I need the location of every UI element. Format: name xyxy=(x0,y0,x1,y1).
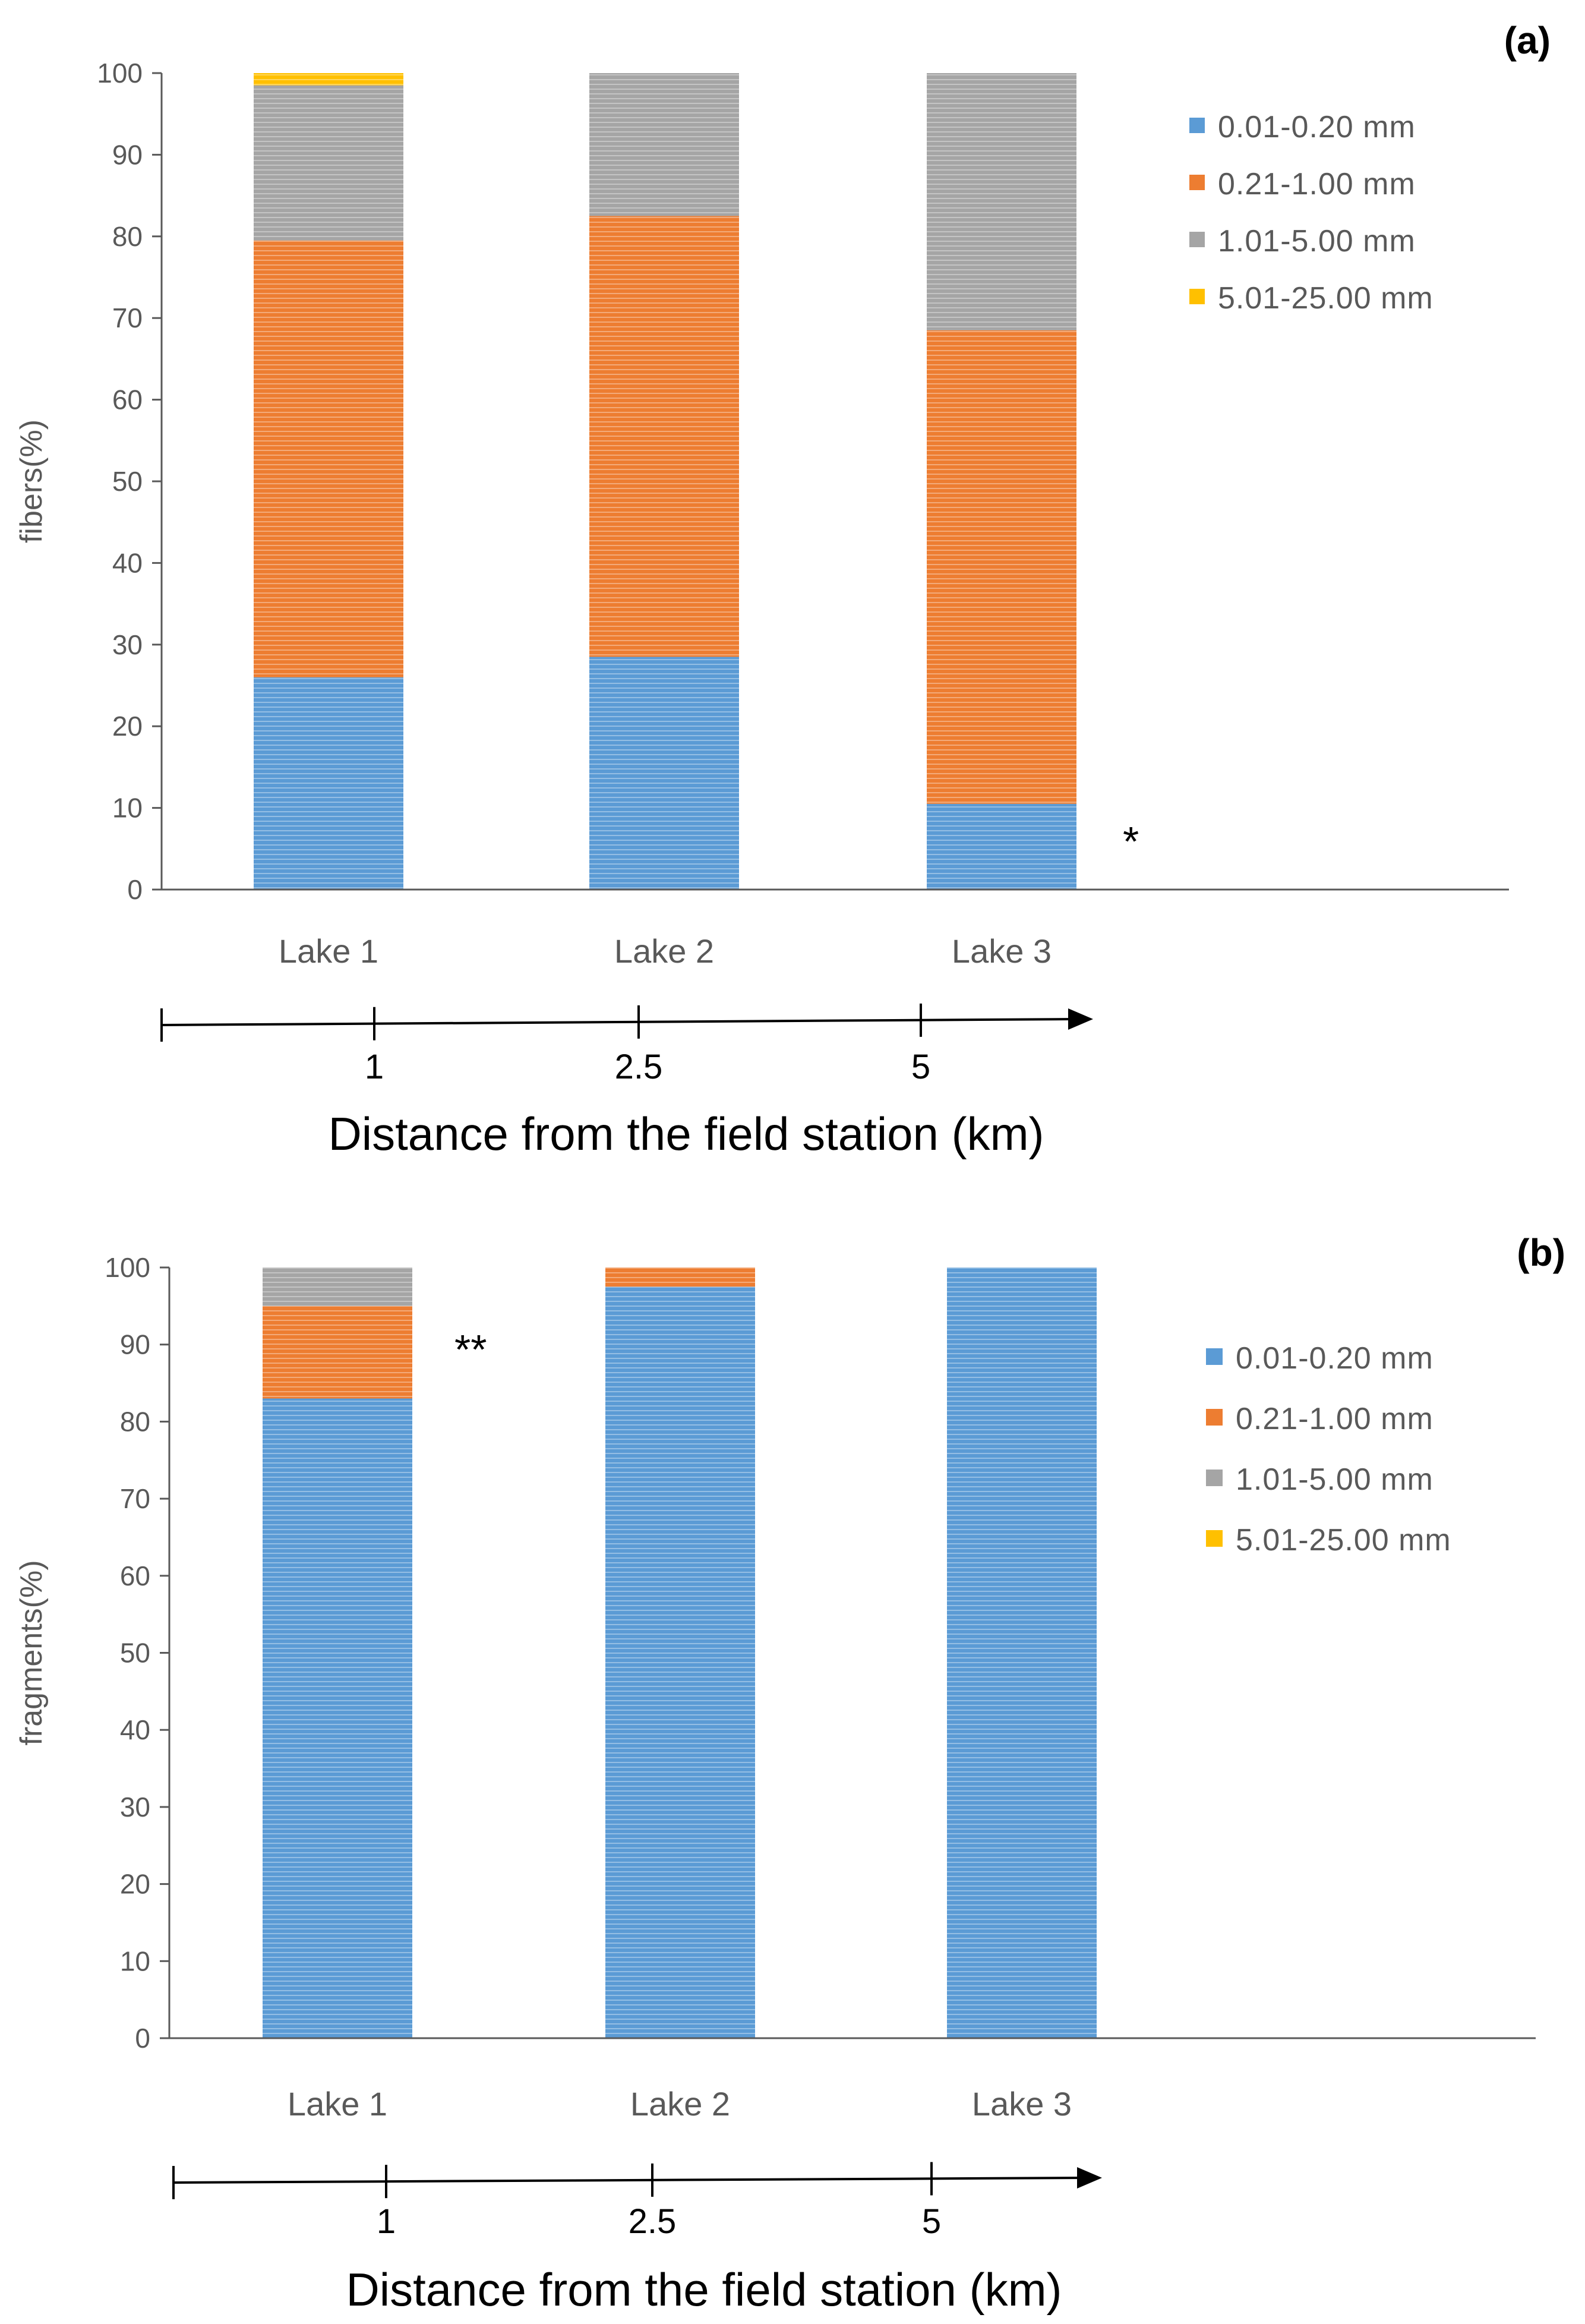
distance-tick-label: 2.5 xyxy=(615,1048,663,1086)
legend-swatch xyxy=(1206,1530,1223,1547)
legend-label: 1.01-5.00 mm xyxy=(1218,224,1416,258)
legend-label: 0.01-0.20 mm xyxy=(1236,1341,1434,1376)
y-tick-label: 40 xyxy=(112,547,143,578)
distance-axis-title: Distance from the field station (km) xyxy=(328,1108,1044,1160)
distance-tick-label: 1 xyxy=(377,2202,396,2241)
y-tick-label: 80 xyxy=(120,1406,150,1437)
legend-swatch xyxy=(1189,289,1205,304)
legend-label: 0.21-1.00 mm xyxy=(1218,167,1416,201)
legend-swatch xyxy=(1206,1348,1223,1365)
bar-segment-texture xyxy=(263,1306,412,1399)
legend-swatch xyxy=(1189,175,1205,190)
y-tick-label: 80 xyxy=(112,221,143,252)
y-tick-label: 90 xyxy=(112,139,143,170)
y-tick-label: 60 xyxy=(120,1560,150,1591)
bar-segment-texture xyxy=(605,1286,755,2038)
legend-label: 1.01-5.00 mm xyxy=(1236,1462,1434,1497)
x-category-label: Lake 3 xyxy=(972,2085,1072,2123)
significance-annotation: * xyxy=(1123,818,1139,865)
y-tick-label: 100 xyxy=(105,1252,150,1283)
chart-panel-b: 0 10 20 30 40 50 60 70 80 90 100 fragments(%) Lake 1… xyxy=(14,1231,1565,2316)
y-tick-label: 40 xyxy=(120,1714,150,1745)
y-tick-label: 50 xyxy=(112,466,143,497)
legend-swatch xyxy=(1206,1409,1223,1426)
y-axis-title: fibers(%) xyxy=(14,420,49,543)
y-tick-label: 0 xyxy=(127,874,143,905)
bar-segment-texture xyxy=(254,73,403,86)
arrow-head-icon xyxy=(1068,1008,1093,1030)
bar-segment-texture xyxy=(254,677,403,890)
bar-segment-texture xyxy=(589,73,739,216)
significance-annotation: ** xyxy=(454,1326,487,1373)
panel-label: (b) xyxy=(1517,1231,1565,1274)
bar-segment-texture xyxy=(589,657,739,890)
distance-tick-label: 2.5 xyxy=(629,2202,677,2241)
bar-segment-texture xyxy=(927,330,1076,804)
legend-swatch xyxy=(1206,1470,1223,1486)
x-category-label: Lake 3 xyxy=(952,932,1052,970)
legend-label: 0.01-0.20 mm xyxy=(1218,110,1416,144)
bar-segment-texture xyxy=(927,803,1076,890)
y-tick-label: 0 xyxy=(135,2023,150,2054)
bar-segment-texture xyxy=(254,85,403,241)
x-category-label: Lake 2 xyxy=(614,932,714,970)
bar-segment-texture xyxy=(254,240,403,677)
y-tick-label: 20 xyxy=(112,711,143,742)
bar-segment-texture xyxy=(263,1398,412,2038)
bar-segment-texture xyxy=(263,1267,412,1306)
legend-label: 5.01-25.00 mm xyxy=(1236,1523,1451,1557)
y-tick-label: 30 xyxy=(112,629,143,660)
panel-label: (a) xyxy=(1504,19,1551,62)
legend-swatch xyxy=(1189,232,1205,247)
legend-swatch xyxy=(1189,118,1205,133)
legend-label: 0.21-1.00 mm xyxy=(1236,1402,1434,1436)
bar-segment-texture xyxy=(589,216,739,657)
bar-segment-texture xyxy=(927,73,1076,330)
y-tick-label: 90 xyxy=(120,1329,150,1360)
distance-tick-label: 5 xyxy=(911,1048,930,1086)
x-category-label: Lake 1 xyxy=(279,932,378,970)
distance-tick-label: 1 xyxy=(365,1048,384,1086)
distance-axis-line xyxy=(173,2177,1085,2184)
y-tick-label: 10 xyxy=(112,793,143,824)
distance-axis-title: Distance from the field station (km) xyxy=(346,2263,1062,2316)
distance-axis-line xyxy=(161,1018,1076,1026)
legend-label: 5.01-25.00 mm xyxy=(1218,281,1434,316)
y-tick-label: 20 xyxy=(120,1869,150,1900)
x-category-label: Lake 1 xyxy=(288,2085,387,2123)
y-tick-label: 70 xyxy=(112,302,143,333)
y-tick-label: 30 xyxy=(120,1792,150,1822)
bar-segment-texture xyxy=(605,1267,755,1287)
distance-tick-label: 5 xyxy=(922,2202,941,2241)
bar-segment-texture xyxy=(947,1267,1097,2038)
x-category-label: Lake 2 xyxy=(630,2085,730,2123)
y-tick-label: 60 xyxy=(112,384,143,415)
y-tick-label: 50 xyxy=(120,1638,150,1669)
y-tick-label: 70 xyxy=(120,1483,150,1514)
y-axis-title: fragments(%) xyxy=(14,1560,49,1745)
y-tick-label: 10 xyxy=(120,1945,150,1976)
arrow-head-icon xyxy=(1077,2167,1102,2189)
chart-panel-a: 0 10 20 30 40 50 60 70 80 90 100 fibers(%) Lake 1 Lak… xyxy=(14,19,1551,1160)
y-tick-label: 100 xyxy=(97,58,143,89)
